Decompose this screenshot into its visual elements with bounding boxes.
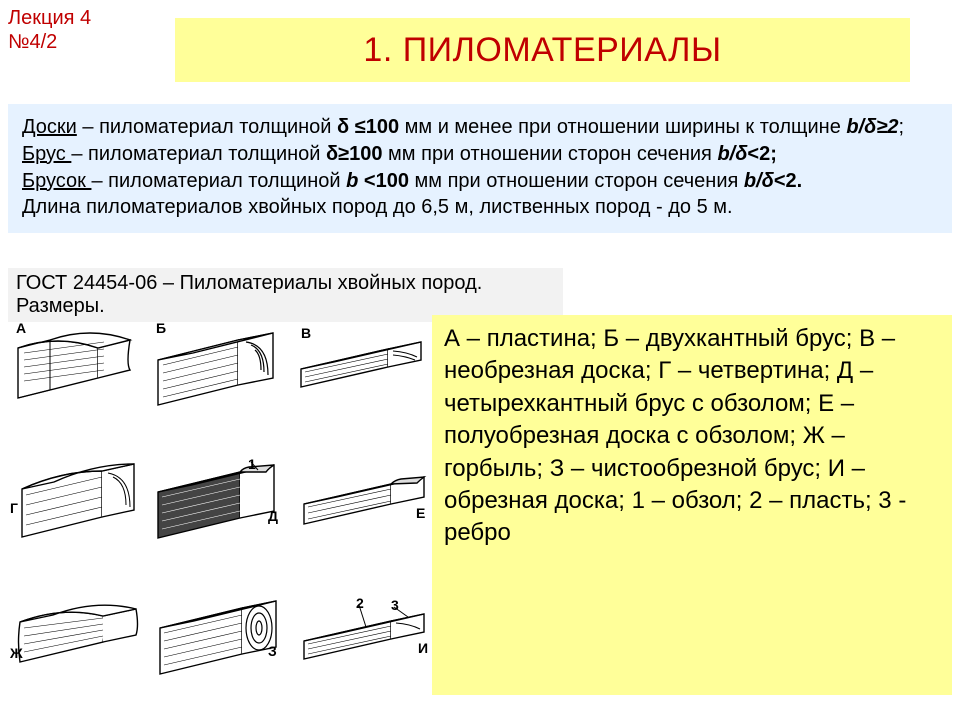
definitions-box: Доски – пиломатериал толщиной δ ≤100 мм … — [8, 104, 952, 233]
label-G: Г — [10, 500, 18, 516]
shape-neobr-doska — [293, 325, 428, 410]
label-A: А — [16, 320, 26, 336]
title-band: 1. ПИЛОМАТЕРИАЛЫ — [175, 18, 910, 82]
term-brusok: Брусок — [22, 170, 91, 192]
ratio: b/δ — [717, 143, 747, 165]
page-title: 1. ПИЛОМАТЕРИАЛЫ — [363, 31, 721, 70]
legend-box: А – пластина; Б – двухкантный брус; В – … — [432, 315, 952, 695]
shape-dvukhkant-brus — [148, 320, 283, 420]
lumber-diagram: А Б — [8, 310, 428, 705]
text: – пиломатериал толщиной — [71, 143, 326, 165]
label-D: Д — [268, 508, 278, 524]
text-bold: <100 — [364, 170, 409, 192]
text-bold: b — [346, 170, 364, 192]
lecture-line1: Лекция 4 — [8, 7, 91, 29]
legend-text: А – пластина; Б – двухкантный брус; В – … — [444, 325, 906, 546]
label-V: В — [301, 325, 311, 341]
label-ZH: Ж — [10, 645, 23, 661]
shape-chetvertina — [8, 455, 138, 555]
label-n1: 1 — [248, 456, 256, 472]
text: мм и менее при отношении ширины к толщин… — [399, 116, 846, 138]
ratio: b/δ≥2 — [846, 116, 898, 138]
text: ; — [898, 116, 904, 138]
lecture-line2: №4/2 — [8, 31, 57, 53]
shape-plastina — [8, 320, 138, 415]
text: мм при отношении сторон сечения — [383, 143, 718, 165]
text-bold: <2; — [747, 143, 776, 165]
label-n2: 2 — [356, 595, 364, 611]
term-brus: Брус — [22, 143, 71, 165]
text: – пиломатериал толщиной — [91, 170, 346, 192]
shape-4kant-obzol — [148, 450, 288, 555]
text-bold: <2. — [774, 170, 802, 192]
text: – пиломатериал толщиной — [77, 116, 337, 138]
label-I: И — [418, 640, 428, 656]
label-E: Е — [416, 505, 425, 521]
text-bold: δ ≤100 — [337, 116, 399, 138]
shape-chistoobr-brus — [150, 588, 285, 688]
text-bold: δ≥100 — [326, 143, 382, 165]
ratio: b/δ — [744, 170, 774, 192]
label-B: Б — [156, 320, 166, 336]
lecture-label: Лекция 4 №4/2 — [8, 6, 91, 54]
term-doski: Доски — [22, 116, 77, 138]
label-Z: З — [268, 643, 277, 659]
length-line: Длина пиломатериалов хвойных пород до 6,… — [22, 196, 733, 218]
text: мм при отношении сторон сечения — [409, 170, 744, 192]
shape-gorbyl — [8, 590, 143, 685]
label-n3: 3 — [391, 597, 399, 613]
shape-poluobr-doska — [296, 460, 431, 545]
